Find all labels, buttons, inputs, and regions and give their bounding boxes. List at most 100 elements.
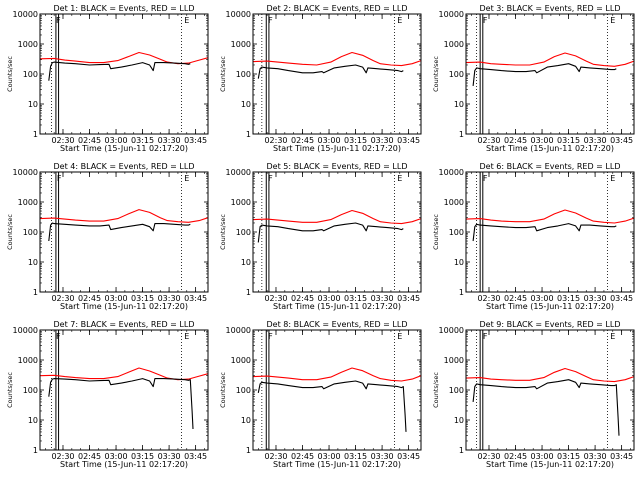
y-tick-label: 1000	[444, 40, 464, 49]
x-tick-label: 03:15	[344, 294, 367, 303]
x-tick-label: 03:15	[344, 136, 367, 145]
marker-e-label: E	[397, 332, 402, 341]
plot-frame	[39, 171, 209, 293]
x-tick-label: 02:45	[291, 452, 314, 461]
x-tick-label: 03:45	[397, 452, 420, 461]
x-tick-label: 02:45	[78, 452, 101, 461]
x-tick-label: 03:30	[584, 294, 607, 303]
plot-frame	[39, 329, 209, 451]
marker-f-label: F	[483, 332, 488, 341]
x-tick-label: 02:30	[51, 136, 74, 145]
events-series-line	[257, 64, 404, 79]
x-tick-label: 03:00	[531, 452, 554, 461]
y-tick-label: 1	[459, 446, 464, 455]
x-tick-label: 03:45	[184, 136, 207, 145]
y-tick-label: 100	[449, 386, 464, 395]
y-axis-label: Counts/sec	[432, 56, 440, 92]
y-tick-label: 10	[454, 100, 464, 109]
marker-f-label: F	[483, 174, 488, 183]
marker-f-label: F	[57, 174, 62, 183]
panel-title: Det 1: BLACK = Events, RED = LLD	[54, 4, 195, 13]
y-tick-label: 10	[241, 258, 251, 267]
marker-f-label: F	[268, 332, 273, 341]
panel-title: Det 8: BLACK = Events, RED = LLD	[267, 320, 408, 329]
x-axis-label: Start Time (15-Jun-11 02:17:20)	[60, 460, 188, 469]
panel-title: Det 4: BLACK = Events, RED = LLD	[54, 162, 195, 171]
x-tick-label: 03:15	[131, 452, 154, 461]
x-tick-label: 02:45	[504, 452, 527, 461]
x-axis-label: Start Time (15-Jun-11 02:17:20)	[60, 144, 188, 153]
x-tick-label: 03:15	[557, 452, 580, 461]
y-tick-label: 1000	[231, 40, 251, 49]
x-tick-label: 03:45	[610, 294, 633, 303]
x-tick-label: 03:30	[158, 136, 181, 145]
x-tick-label: 02:30	[477, 136, 500, 145]
x-tick-label: 03:30	[371, 294, 394, 303]
marker-f-label: F	[56, 332, 61, 341]
x-tick-label: 03:45	[610, 136, 633, 145]
y-axis-label: Counts/sec	[219, 214, 227, 250]
y-tick-label: 10	[28, 258, 38, 267]
x-tick-label: 03:00	[105, 136, 128, 145]
lld-series-line	[252, 209, 422, 225]
lld-series-line	[465, 209, 635, 224]
y-axis-label: Counts/sec	[219, 56, 227, 92]
panel-det-1: Det 1: BLACK = Events, RED = LLD 1 10 100 10…	[6, 4, 209, 153]
x-tick-label: 02:45	[291, 294, 314, 303]
events-series-line	[257, 380, 407, 432]
x-tick-label: 03:15	[131, 136, 154, 145]
y-tick-label: 10000	[13, 168, 38, 177]
panel-det-2: Det 2: BLACK = Events, RED = LLD 1 10 100 10…	[219, 4, 422, 153]
x-tick-label: 03:00	[105, 294, 128, 303]
y-tick-label: 1000	[18, 356, 38, 365]
marker-e-label: E	[184, 332, 189, 341]
y-tick-label: 10	[454, 416, 464, 425]
x-axis-label: Start Time (15-Jun-11 02:17:20)	[273, 460, 401, 469]
y-tick-label: 1	[459, 130, 464, 139]
y-tick-label: 10000	[226, 168, 251, 177]
y-axis-label: Counts/sec	[219, 372, 227, 408]
panel-det-3: Det 3: BLACK = Events, RED = LLD 1 10 100 10…	[432, 4, 635, 153]
y-tick-label: 10	[454, 258, 464, 267]
panel-det-9: Det 9: BLACK = Events, RED = LLD 1 10 100 10…	[432, 320, 635, 469]
x-tick-label: 02:30	[264, 452, 287, 461]
y-axis-label: Counts/sec	[6, 372, 14, 408]
x-axis-label: Start Time (15-Jun-11 02:17:20)	[273, 144, 401, 153]
y-tick-label: 10000	[439, 10, 464, 19]
events-series-line	[472, 379, 620, 436]
x-tick-label: 03:15	[344, 452, 367, 461]
marker-e-label: E	[397, 16, 402, 25]
x-tick-label: 02:30	[51, 452, 74, 461]
lld-series-line	[465, 367, 635, 383]
y-tick-label: 1000	[18, 40, 38, 49]
x-tick-label: 03:30	[371, 452, 394, 461]
y-tick-label: 10	[241, 416, 251, 425]
panel-det-7: Det 7: BLACK = Events, RED = LLD 1 10 100 10…	[6, 320, 209, 469]
y-tick-label: 100	[23, 228, 38, 237]
x-tick-label: 02:45	[78, 136, 101, 145]
x-axis-label: Start Time (15-Jun-11 02:17:20)	[486, 302, 614, 311]
x-tick-label: 03:30	[371, 136, 394, 145]
lld-series-line	[39, 209, 209, 223]
plot-frame	[252, 329, 422, 451]
x-tick-label: 03:00	[105, 452, 128, 461]
panel-title: Det 7: BLACK = Events, RED = LLD	[54, 320, 195, 329]
x-tick-label: 02:30	[477, 452, 500, 461]
plot-frame	[465, 329, 635, 451]
y-tick-label: 10000	[13, 326, 38, 335]
x-tick-label: 03:45	[184, 294, 207, 303]
x-tick-label: 02:30	[51, 294, 74, 303]
y-tick-label: 10000	[439, 326, 464, 335]
x-tick-label: 03:00	[531, 294, 554, 303]
x-axis-label: Start Time (15-Jun-11 02:17:20)	[273, 302, 401, 311]
y-tick-label: 1000	[444, 198, 464, 207]
x-tick-label: 03:30	[158, 294, 181, 303]
x-axis-label: Start Time (15-Jun-11 02:17:20)	[60, 302, 188, 311]
x-tick-label: 03:45	[397, 294, 420, 303]
events-series-line	[48, 61, 191, 81]
y-tick-label: 100	[236, 70, 251, 79]
x-tick-label: 02:45	[504, 294, 527, 303]
y-tick-label: 1	[459, 288, 464, 297]
panel-det-6: Det 6: BLACK = Events, RED = LLD 1 10 100 10…	[432, 162, 635, 311]
plot-frame	[465, 171, 635, 293]
